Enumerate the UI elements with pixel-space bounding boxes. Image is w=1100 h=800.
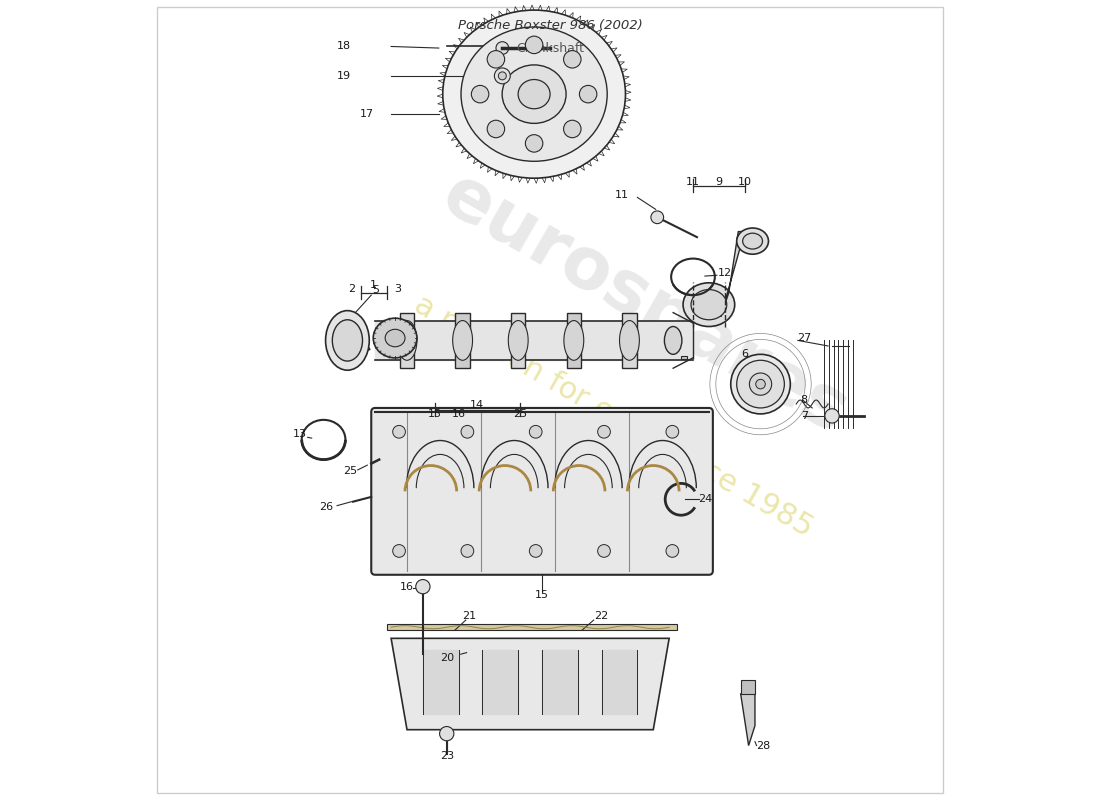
Text: 16: 16 <box>400 582 414 592</box>
Circle shape <box>580 86 597 103</box>
Circle shape <box>526 36 543 54</box>
Circle shape <box>597 426 611 438</box>
Text: 16: 16 <box>452 410 465 419</box>
Circle shape <box>597 545 611 558</box>
Circle shape <box>487 50 505 68</box>
Text: 15: 15 <box>535 590 549 600</box>
Circle shape <box>825 409 839 423</box>
Text: 27: 27 <box>798 333 812 343</box>
Bar <box>623 313 637 368</box>
Text: 11: 11 <box>686 177 700 186</box>
Bar <box>512 313 526 368</box>
Text: 23: 23 <box>440 751 454 761</box>
Bar <box>681 355 688 358</box>
Bar <box>400 313 415 368</box>
Bar <box>455 313 470 368</box>
Text: 25: 25 <box>513 410 527 419</box>
Ellipse shape <box>453 321 473 360</box>
Text: 11: 11 <box>615 190 628 200</box>
Text: 26: 26 <box>319 502 333 512</box>
Circle shape <box>472 86 488 103</box>
Text: 24: 24 <box>697 494 712 504</box>
Circle shape <box>494 68 510 84</box>
Circle shape <box>416 579 430 594</box>
Circle shape <box>529 426 542 438</box>
Ellipse shape <box>332 320 363 361</box>
Ellipse shape <box>683 283 735 326</box>
Ellipse shape <box>619 321 639 360</box>
Text: 5: 5 <box>372 286 378 295</box>
Text: 13: 13 <box>293 429 307 439</box>
Ellipse shape <box>742 233 762 249</box>
Text: 1: 1 <box>370 280 377 290</box>
Text: 19: 19 <box>337 71 351 81</box>
Circle shape <box>526 134 543 152</box>
Text: Porsche Boxster 986 (2002): Porsche Boxster 986 (2002) <box>458 18 642 32</box>
Ellipse shape <box>730 354 790 414</box>
Ellipse shape <box>326 310 370 370</box>
Circle shape <box>563 120 581 138</box>
Text: 7: 7 <box>801 411 807 421</box>
Ellipse shape <box>737 360 784 408</box>
Text: 28: 28 <box>756 741 770 750</box>
Text: 15: 15 <box>428 410 442 419</box>
Text: 10: 10 <box>738 177 751 186</box>
Ellipse shape <box>749 373 772 395</box>
Text: Crankshaft: Crankshaft <box>516 42 584 55</box>
Circle shape <box>563 50 581 68</box>
Text: 17: 17 <box>360 109 374 119</box>
Text: 18: 18 <box>337 42 351 51</box>
Circle shape <box>666 545 679 558</box>
Text: 6: 6 <box>741 349 748 359</box>
Ellipse shape <box>508 321 528 360</box>
Bar <box>566 313 581 368</box>
Text: 21: 21 <box>462 611 476 621</box>
Text: 9: 9 <box>716 177 723 186</box>
Text: 25: 25 <box>343 466 356 477</box>
Ellipse shape <box>691 290 727 320</box>
Circle shape <box>496 42 508 54</box>
Ellipse shape <box>397 321 417 360</box>
Circle shape <box>461 545 474 558</box>
Ellipse shape <box>518 79 550 109</box>
Circle shape <box>487 120 505 138</box>
Ellipse shape <box>664 326 682 354</box>
Text: 2: 2 <box>348 284 355 294</box>
Text: 14: 14 <box>470 400 484 410</box>
Text: 3: 3 <box>394 284 402 294</box>
Polygon shape <box>720 231 745 317</box>
Circle shape <box>651 211 663 224</box>
Circle shape <box>461 426 474 438</box>
Ellipse shape <box>461 27 607 162</box>
Text: 20: 20 <box>440 653 454 663</box>
Polygon shape <box>740 686 755 746</box>
Ellipse shape <box>756 379 766 389</box>
Circle shape <box>666 426 679 438</box>
Circle shape <box>498 72 506 80</box>
Text: 12: 12 <box>717 268 732 278</box>
FancyBboxPatch shape <box>372 408 713 574</box>
Polygon shape <box>392 638 669 730</box>
Ellipse shape <box>442 10 626 178</box>
Polygon shape <box>387 624 678 630</box>
Circle shape <box>529 545 542 558</box>
Bar <box>740 680 755 694</box>
Text: 22: 22 <box>594 611 608 621</box>
Ellipse shape <box>373 318 417 358</box>
Circle shape <box>440 726 454 741</box>
Text: eurospares: eurospares <box>430 161 860 449</box>
Circle shape <box>393 426 406 438</box>
Text: 8: 8 <box>801 395 807 405</box>
Circle shape <box>393 545 406 558</box>
Text: a passion for excellence 1985: a passion for excellence 1985 <box>409 290 818 542</box>
Ellipse shape <box>564 321 584 360</box>
Ellipse shape <box>502 65 566 123</box>
Ellipse shape <box>385 330 405 346</box>
Ellipse shape <box>737 228 769 254</box>
